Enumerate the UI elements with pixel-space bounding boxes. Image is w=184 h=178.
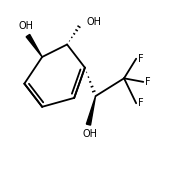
Text: OH: OH <box>83 129 98 139</box>
Text: F: F <box>138 98 144 108</box>
Text: OH: OH <box>87 17 102 27</box>
Polygon shape <box>86 96 95 125</box>
Polygon shape <box>26 34 42 57</box>
Text: F: F <box>145 77 151 87</box>
Text: F: F <box>138 54 144 64</box>
Text: OH: OH <box>19 21 34 31</box>
